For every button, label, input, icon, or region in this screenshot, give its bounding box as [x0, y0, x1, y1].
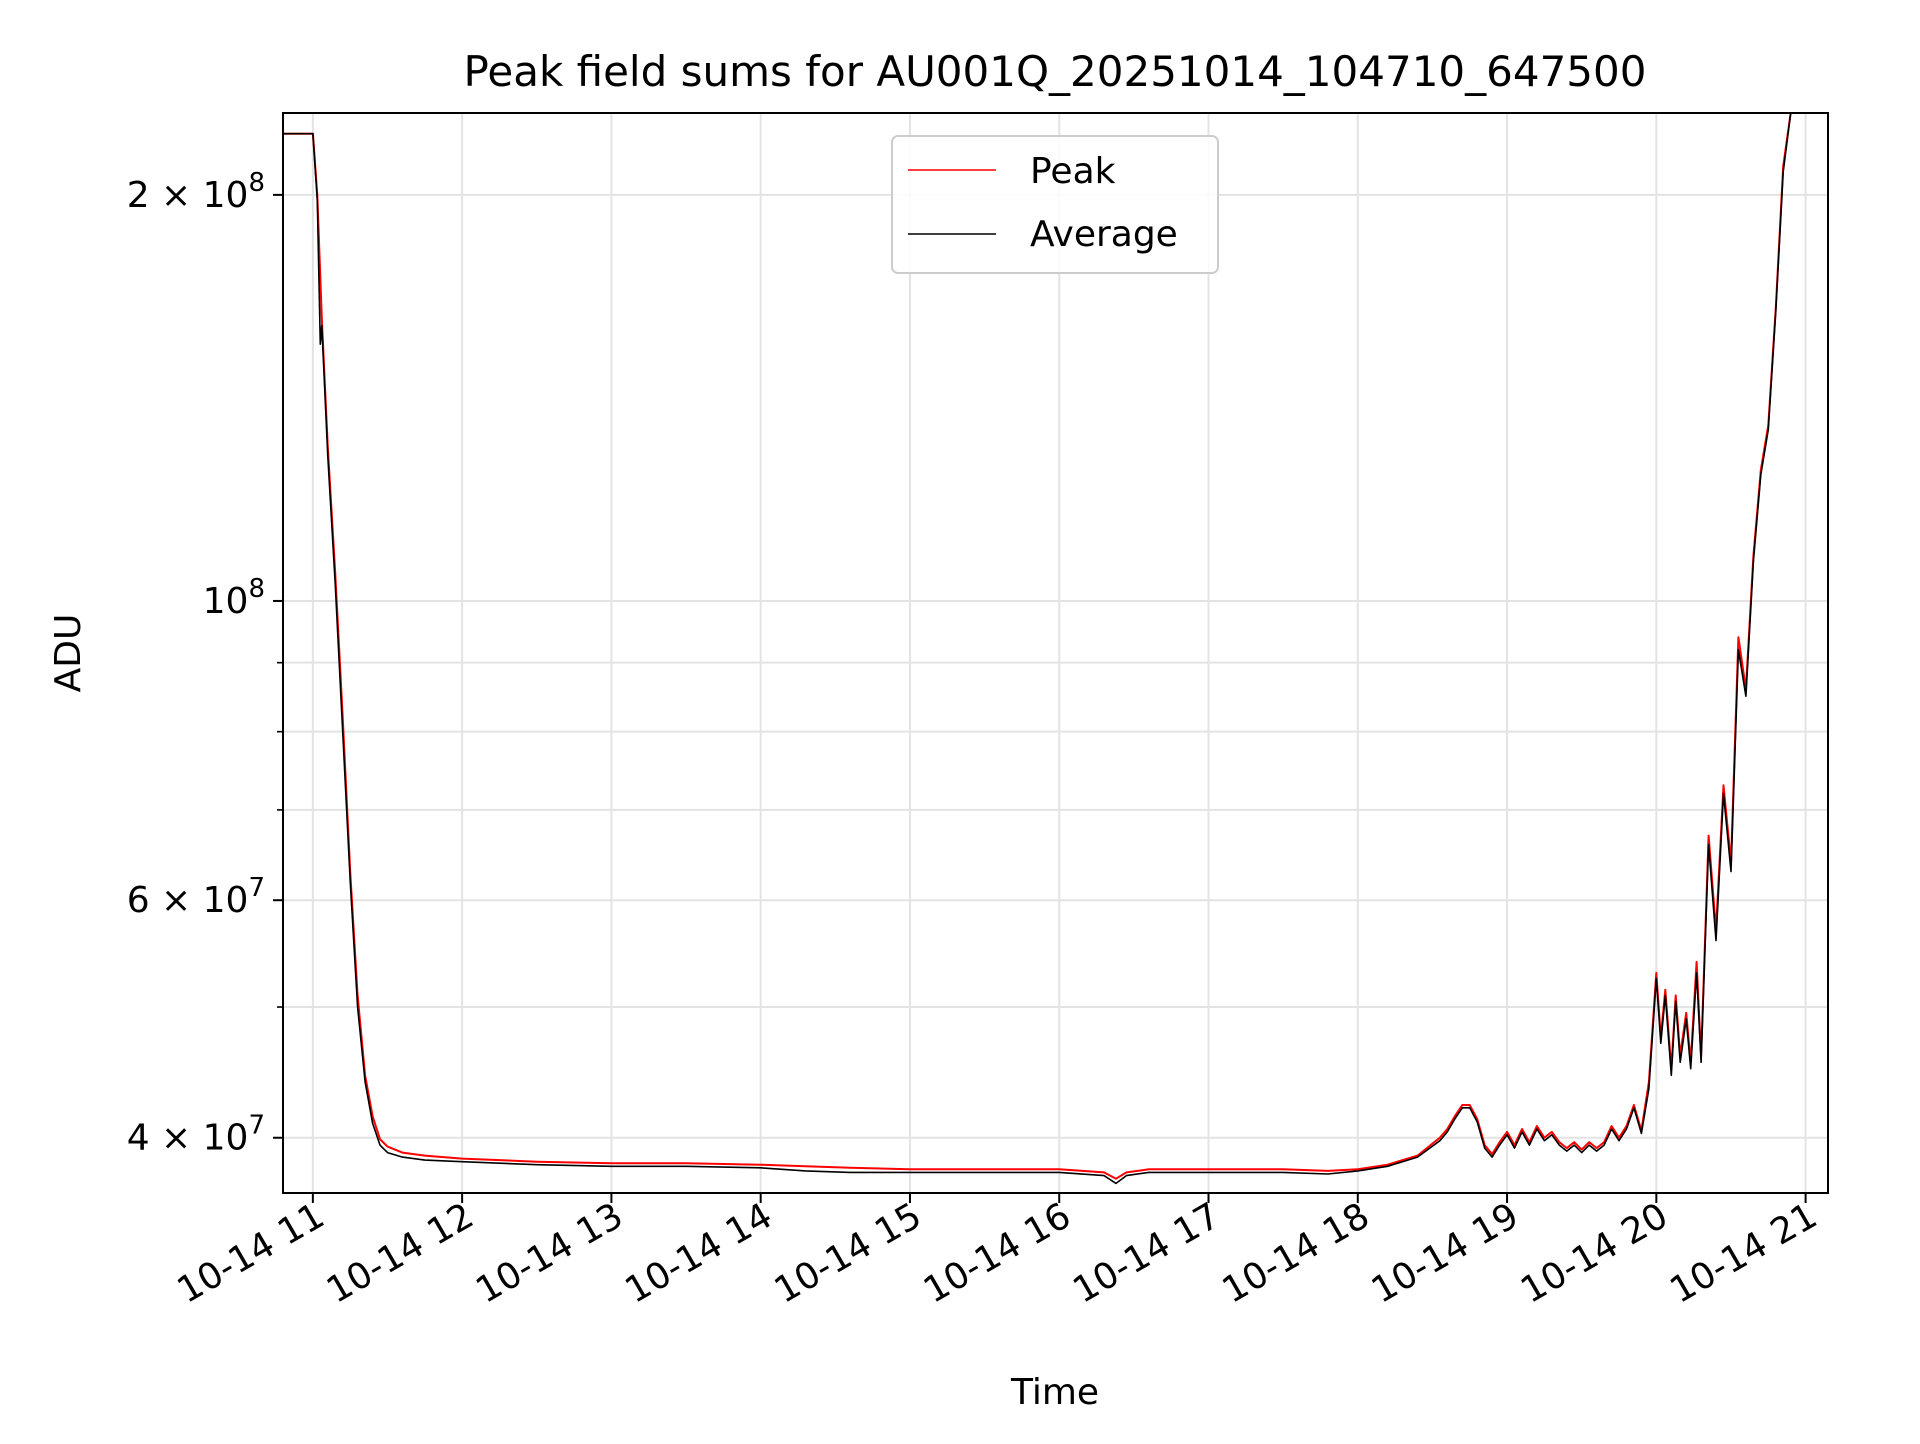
y-tick-label-base: 10 — [203, 581, 249, 622]
y-tick-label-exponent: 8 — [248, 574, 265, 604]
y-tick-label-exponent: 7 — [248, 873, 265, 903]
y-tick-label-base: 2 × 10 — [127, 175, 249, 216]
y-tick-label-base: 4 × 10 — [127, 1118, 249, 1159]
y-tick-label: 108 — [203, 574, 265, 622]
y-tick-label-exponent: 8 — [248, 168, 265, 198]
legend: Peak Average — [891, 135, 1219, 274]
y-tick-label: 6 × 107 — [127, 873, 265, 921]
y-tick-label: 2 × 108 — [127, 168, 265, 216]
chart-title: Peak field sums for AU001Q_20251014_1047… — [464, 47, 1647, 96]
legend-peak-label: Peak — [1030, 151, 1116, 192]
grid-lines — [283, 113, 1828, 1193]
y-tick-label: 4 × 107 — [127, 1111, 265, 1159]
legend-average-label: Average — [1030, 214, 1178, 255]
series-lines — [283, 113, 1828, 1185]
y-axis-label: ADU — [48, 614, 89, 693]
y-tick-label-exponent: 7 — [248, 1111, 265, 1141]
plot-frame — [282, 112, 1829, 1194]
y-tick-label-base: 6 × 10 — [127, 880, 249, 921]
x-axis-label: Time — [1010, 1372, 1099, 1413]
series-line-average — [283, 113, 1828, 1185]
